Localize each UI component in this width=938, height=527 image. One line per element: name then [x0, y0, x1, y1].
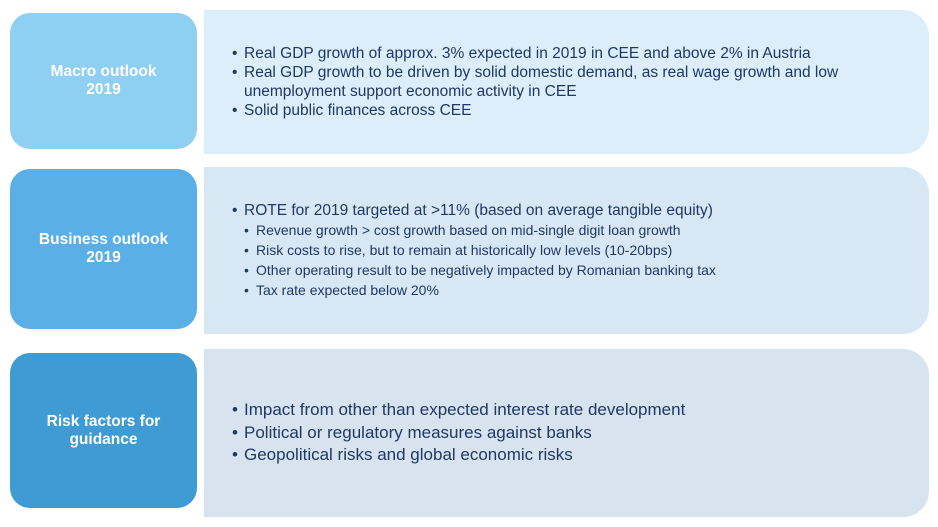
macro-bullet-1: Real GDP growth of approx. 3% expected i…: [232, 44, 909, 63]
macro-outlook-content: Real GDP growth of approx. 3% expected i…: [204, 10, 929, 154]
business-sub-bullet-1: Revenue growth > cost growth based on mi…: [244, 220, 909, 240]
macro-outlook-label-line2: 2019: [86, 81, 121, 98]
business-outlook-section: Business outlook 2019 ROTE for 2019 targ…: [0, 167, 938, 335]
risk-factors-section: Risk factors for guidance Impact from ot…: [0, 349, 938, 519]
risk-factors-label-line1: Risk factors for: [46, 412, 161, 430]
risk-bullet-2: Political or regulatory measures against…: [232, 422, 909, 445]
business-sub-bullet-2: Risk costs to rise, but to remain at his…: [244, 240, 909, 260]
risk-bullet-1: Impact from other than expected interest…: [232, 399, 909, 422]
business-outlook-label: Business outlook 2019: [10, 169, 197, 329]
macro-bullet-2: Real GDP growth to be driven by solid do…: [232, 63, 909, 101]
macro-outlook-label-line1: Macro outlook: [50, 63, 157, 80]
business-outlook-label-line2: 2019: [86, 249, 121, 266]
business-sub-bullet-3: Other operating result to be negatively …: [244, 260, 909, 280]
macro-bullet-3: Solid public finances across CEE: [232, 101, 909, 120]
business-outlook-label-line1: Business outlook: [38, 231, 169, 248]
risk-factors-content: Impact from other than expected interest…: [204, 349, 929, 517]
risk-factors-label-line2: guidance: [69, 430, 138, 448]
risk-bullet-3: Geopolitical risks and global economic r…: [232, 444, 909, 467]
macro-outlook-section: Macro outlook 2019 Real GDP growth of ap…: [0, 10, 938, 155]
risk-factors-label: Risk factors for guidance: [10, 353, 197, 508]
business-outlook-content: ROTE for 2019 targeted at >11% (based on…: [204, 167, 929, 334]
business-bullet-1: ROTE for 2019 targeted at >11% (based on…: [232, 201, 909, 220]
business-sub-bullet-4: Tax rate expected below 20%: [244, 280, 909, 300]
macro-outlook-label: Macro outlook 2019: [10, 13, 197, 149]
